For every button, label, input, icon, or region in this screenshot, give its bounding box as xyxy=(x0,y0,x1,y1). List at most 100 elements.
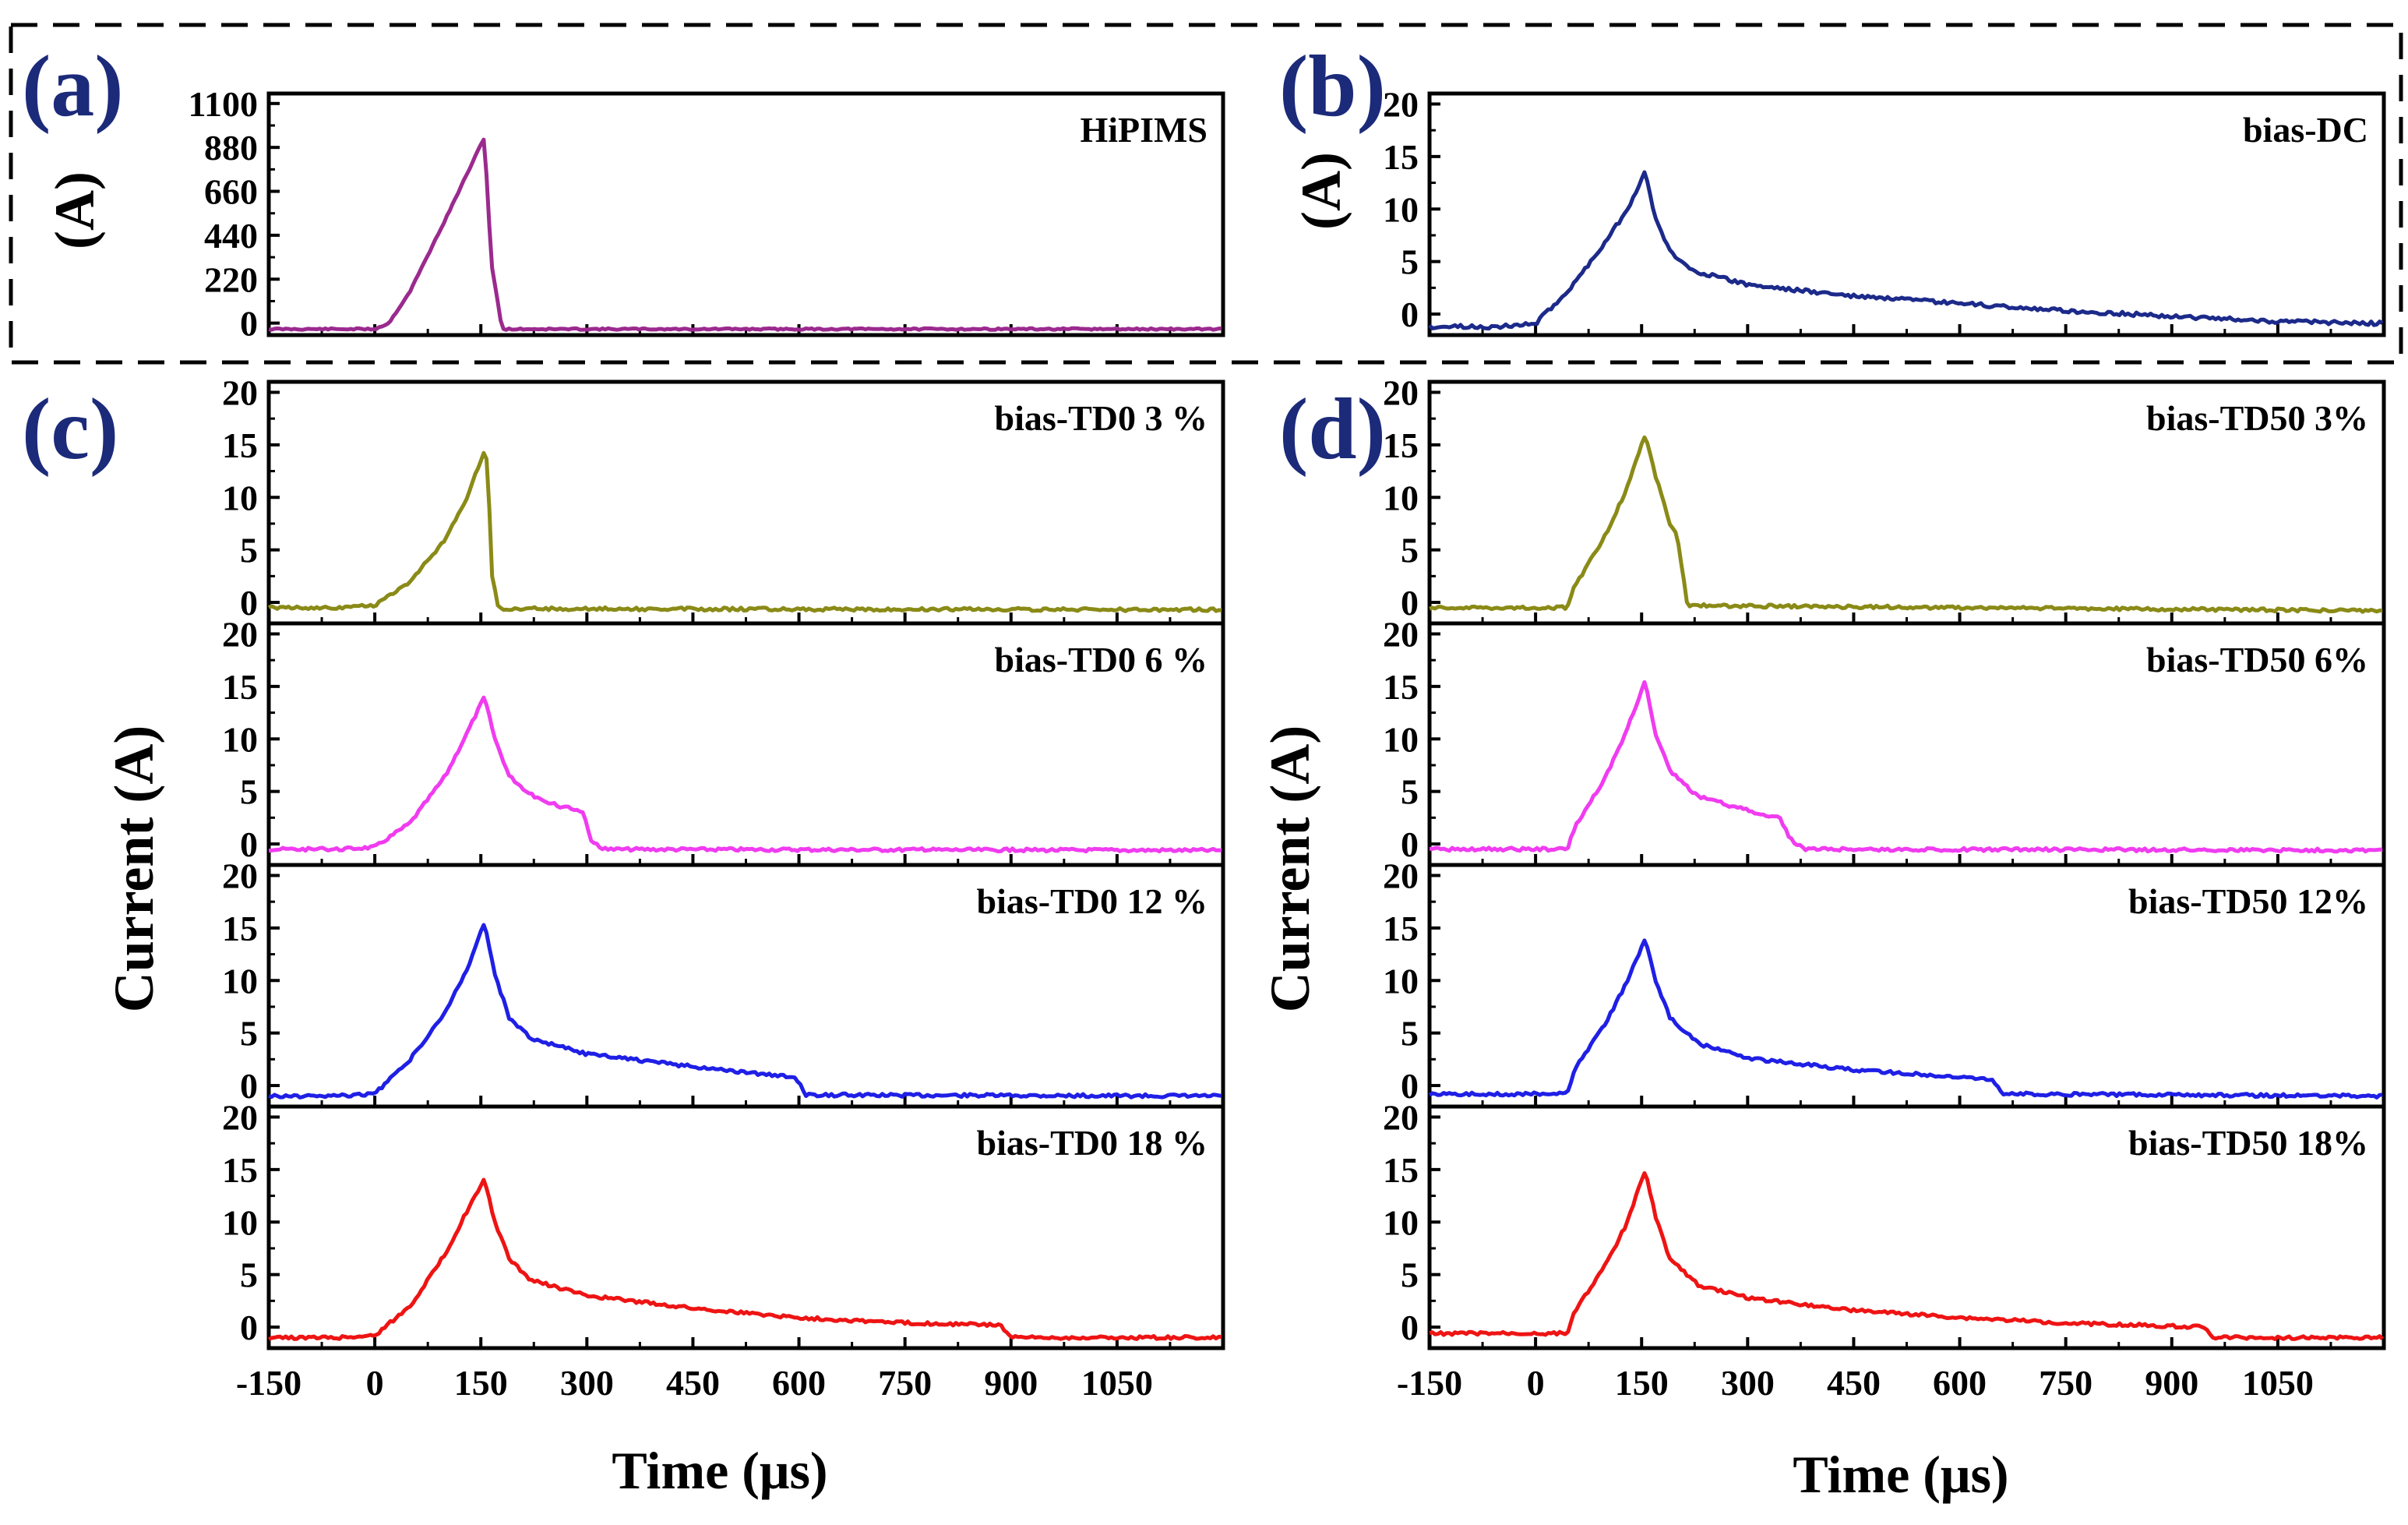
panel-c-sub4-y-tick-label: 10 xyxy=(222,1202,258,1242)
panel-c-sub4-x-tick-label: 900 xyxy=(984,1363,1038,1403)
panel-d-sub2-series-label: bias-TD50 6% xyxy=(2146,640,2368,680)
panel-d-sub1-y-tick-label: 10 xyxy=(1383,478,1419,517)
panel-c-sub4-x-tick-label: -150 xyxy=(236,1363,301,1403)
panel-a-series-label: HiPIMS xyxy=(1080,110,1208,150)
panel-c-sub4-y-tick-label: 0 xyxy=(240,1308,258,1347)
panel-b-series-line xyxy=(1428,170,2384,331)
panel-a-y-tick-label: 0 xyxy=(240,304,258,344)
x-axis-label-c: Time (μs) xyxy=(612,1441,827,1500)
panel-d-sub3-y-tick-label: 0 xyxy=(1401,1066,1419,1106)
panel-letter-b: (b) xyxy=(1279,38,1386,135)
panel-c-sub4-x-tick-label: 300 xyxy=(560,1363,614,1403)
panel-c-sub3-y-tick-label: 20 xyxy=(222,856,258,895)
panel-b-y-tick-label: 20 xyxy=(1383,84,1419,124)
panel-c-sub1-y-tick-label: 0 xyxy=(240,583,258,623)
panel-c-sub2-y-tick-label: 5 xyxy=(240,772,258,812)
panel-d-sub2-y-tick-label: 15 xyxy=(1383,667,1419,707)
panel-a-series-line xyxy=(268,137,1222,332)
panel-d-sub4-x-tick-label: 600 xyxy=(1933,1363,1987,1403)
panel-c-sub3-y-tick-label: 10 xyxy=(222,961,258,1001)
panel-c-sub3-series-label: bias-TD0 12 % xyxy=(977,881,1208,921)
panel-c-sub2-y-tick-label: 20 xyxy=(222,614,258,654)
panel-c-sub3-y-tick-label: 0 xyxy=(240,1066,258,1106)
panel-d-sub3-y-tick-label: 15 xyxy=(1383,909,1419,948)
panel-d-sub1-series-label: bias-TD50 3% xyxy=(2146,398,2368,438)
panel-d-sub3-y-tick-label: 20 xyxy=(1383,856,1419,895)
panel-c-sub1-y-tick-label: 5 xyxy=(240,531,258,570)
y-axis-label-d: Current (A) xyxy=(1259,725,1321,1013)
panel-d-sub3-y-tick-label: 5 xyxy=(1401,1014,1419,1054)
panel-c-sub4-x-tick-label: 450 xyxy=(666,1363,720,1403)
panel-c-sub4-x-tick-label: 1050 xyxy=(1081,1363,1153,1403)
panel-c-sub4-y-tick-label: 5 xyxy=(240,1255,258,1295)
panel-a-y-tick-label: 1100 xyxy=(189,84,258,124)
panel-a-y-tick-label: 220 xyxy=(204,259,258,299)
panel-c-sub2-y-tick-label: 10 xyxy=(222,719,258,759)
panel-d-sub4-x-tick-label: -150 xyxy=(1397,1363,1462,1403)
panel-d-sub4-x-tick-label: 150 xyxy=(1615,1363,1669,1403)
panel-letter-a: (a) xyxy=(22,38,124,135)
panel-a-y-tick-label: 880 xyxy=(204,128,258,168)
y-axis-label-b: (A) xyxy=(1290,152,1352,230)
y-axis-label-a: (A) xyxy=(44,171,106,249)
panel-d-sub1-y-tick-label: 0 xyxy=(1401,583,1419,623)
panel-c-sub4-x-tick-label: 750 xyxy=(878,1363,932,1403)
x-axis-label-d: Time (μs) xyxy=(1793,1445,2008,1504)
panel-b-y-tick-label: 5 xyxy=(1401,242,1419,282)
panel-c-sub3-y-tick-label: 5 xyxy=(240,1014,258,1054)
panel-b-y-tick-label: 10 xyxy=(1383,189,1419,229)
panel-d-sub2-y-tick-label: 10 xyxy=(1383,719,1419,759)
panel-c-sub2-y-tick-label: 0 xyxy=(240,824,258,864)
panel-c-sub1-series-label: bias-TD0 3 % xyxy=(995,398,1208,438)
panel-d-sub4-x-tick-label: 750 xyxy=(2039,1363,2092,1403)
panel-d-sub1-y-tick-label: 20 xyxy=(1383,372,1419,412)
panel-d-sub4-x-tick-label: 0 xyxy=(1527,1363,1545,1403)
panel-c-sub4-y-tick-label: 15 xyxy=(222,1150,258,1190)
panel-c-sub4-series-line xyxy=(268,1177,1222,1341)
panel-c-sub1-y-tick-label: 10 xyxy=(222,478,258,517)
panel-d-sub4-x-tick-label: 900 xyxy=(2145,1363,2198,1403)
panel-b-y-tick-label: 15 xyxy=(1383,137,1419,177)
panel-d-sub2-y-tick-label: 5 xyxy=(1401,772,1419,812)
panel-d-sub4-y-tick-label: 20 xyxy=(1383,1097,1419,1137)
panel-d-sub3-series-line xyxy=(1428,938,2383,1100)
panel-d-sub3-series-label: bias-TD50 12% xyxy=(2128,881,2368,921)
panel-c-sub4-x-tick-label: 600 xyxy=(772,1363,826,1403)
panel-c-sub3-series-line xyxy=(268,923,1222,1100)
panel-c-sub1-y-tick-label: 15 xyxy=(222,425,258,465)
panel-c-sub2-y-tick-label: 15 xyxy=(222,667,258,707)
panel-c-sub2-series-line xyxy=(268,695,1222,854)
panel-c-sub3-y-tick-label: 15 xyxy=(222,909,258,948)
panel-c-sub1-y-tick-label: 20 xyxy=(222,372,258,412)
panel-b-series-label: bias-DC xyxy=(2243,110,2368,150)
panel-a-y-tick-label: 440 xyxy=(204,216,258,256)
panel-d-sub2-series-line xyxy=(1429,680,2383,854)
panel-d-sub2-y-tick-label: 0 xyxy=(1401,824,1419,864)
panel-d-sub4-series-label: bias-TD50 18% xyxy=(2128,1123,2368,1163)
panel-letter-c: (c) xyxy=(22,381,118,478)
panel-c-sub4-x-tick-label: 150 xyxy=(454,1363,508,1403)
panel-c-sub2-series-label: bias-TD0 6 % xyxy=(995,640,1208,680)
panel-d-sub1-y-tick-label: 15 xyxy=(1383,425,1419,465)
panel-d-sub2-y-tick-label: 20 xyxy=(1383,614,1419,654)
panel-d-sub4-y-tick-label: 10 xyxy=(1383,1202,1419,1242)
panel-a-y-tick-label: 660 xyxy=(204,172,258,212)
panel-letter-d: (d) xyxy=(1279,381,1386,478)
dashed-highlight-box xyxy=(9,23,2403,365)
panel-d-sub1-y-tick-label: 5 xyxy=(1401,531,1419,570)
panel-c-sub4-y-tick-label: 20 xyxy=(222,1097,258,1137)
panel-c-sub1-series-line xyxy=(267,450,1222,613)
panel-d-sub4-y-tick-label: 5 xyxy=(1401,1255,1419,1295)
panel-d-sub1-series-line xyxy=(1429,435,2383,614)
panel-d-sub4-x-tick-label: 300 xyxy=(1721,1363,1775,1403)
panel-d-sub4-x-tick-label: 1050 xyxy=(2242,1363,2314,1403)
panel-d-sub4-x-tick-label: 450 xyxy=(1827,1363,1881,1403)
panel-d-sub4-y-tick-label: 0 xyxy=(1401,1308,1419,1347)
y-axis-label-c: Current (A) xyxy=(103,725,165,1013)
panel-c-sub4-x-tick-label: 0 xyxy=(366,1363,384,1403)
panel-d-sub3-y-tick-label: 10 xyxy=(1383,961,1419,1001)
panel-c-sub4-series-label: bias-TD0 18 % xyxy=(977,1123,1208,1163)
